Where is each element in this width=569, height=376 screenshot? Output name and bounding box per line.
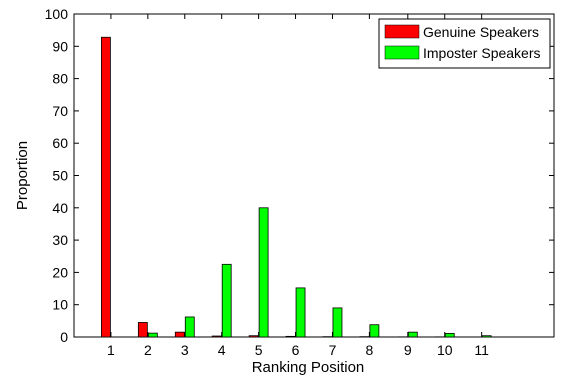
- legend-swatch-genuine: [384, 24, 420, 39]
- y-tick-label: 50: [52, 168, 68, 184]
- bar-imposter-5: [258, 207, 269, 338]
- x-tick-label: 3: [181, 342, 189, 358]
- y-tick-label: 30: [52, 232, 68, 248]
- bar-genuine-3: [174, 331, 185, 338]
- y-tick-label: 90: [52, 38, 68, 54]
- x-tick-label: 2: [144, 342, 152, 358]
- x-tick-label: 8: [365, 342, 373, 358]
- bar-genuine-2: [137, 322, 148, 338]
- x-tick-label: 10: [437, 342, 453, 358]
- y-tick-label: 100: [45, 6, 69, 22]
- y-tick-label: 20: [52, 264, 68, 280]
- bar-imposter-11: [481, 335, 492, 338]
- x-tick-label: 4: [218, 342, 226, 358]
- bar-genuine-6: [285, 335, 296, 338]
- bar-imposter-3: [184, 316, 195, 338]
- x-axis-label: Ranking Position: [252, 359, 365, 376]
- y-tick-label: 40: [52, 200, 68, 216]
- x-tick-label: 6: [292, 342, 300, 358]
- bar-imposter-8: [369, 324, 380, 338]
- bar-imposter-10: [444, 333, 455, 338]
- x-tick-label: 5: [255, 342, 263, 358]
- x-tick-label: 9: [404, 342, 412, 358]
- y-tick-label: 80: [52, 71, 68, 87]
- bar-genuine-4: [211, 335, 222, 338]
- bar-imposter-2: [147, 332, 158, 338]
- x-tick-label: 1: [107, 342, 115, 358]
- y-tick-label: 60: [52, 135, 68, 151]
- y-tick-label: 0: [60, 329, 68, 345]
- x-tick-label: 11: [474, 342, 489, 358]
- bar-genuine-5: [248, 335, 259, 338]
- legend-label-imposter: Imposter Speakers: [423, 45, 541, 61]
- x-tick-label: 7: [329, 342, 337, 358]
- legend-label-genuine: Genuine Speakers: [423, 24, 539, 40]
- bar-imposter-6: [295, 287, 306, 338]
- y-tick-label: 70: [52, 103, 68, 119]
- bar-genuine-1: [101, 36, 111, 338]
- y-tick-label: 10: [52, 297, 68, 313]
- bar-imposter-4: [221, 263, 232, 338]
- y-axis-label: Proportion: [14, 141, 31, 210]
- bar-imposter-9: [407, 331, 418, 338]
- bar-imposter-7: [332, 307, 343, 338]
- legend-swatch-imposter: [384, 45, 420, 60]
